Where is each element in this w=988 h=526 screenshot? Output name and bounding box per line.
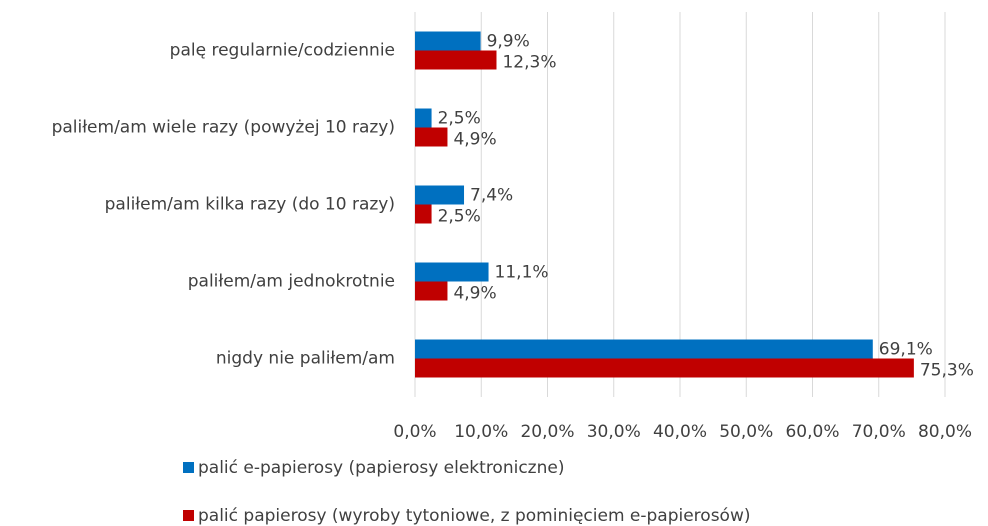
bar <box>415 108 432 128</box>
data-label: 4,9% <box>453 130 496 150</box>
legend-swatch <box>183 510 194 521</box>
y-tick-label: paliłem/am kilka razy (do 10 razy) <box>105 195 395 215</box>
data-label: 69,1% <box>879 340 933 360</box>
data-label: 2,5% <box>438 109 481 129</box>
bar <box>415 50 497 70</box>
bar <box>415 127 448 147</box>
x-tick-label: 30,0% <box>587 422 641 442</box>
data-label: 75,3% <box>920 361 974 381</box>
y-tick-label: paliłem/am jednokrotnie <box>188 272 395 292</box>
bar <box>415 339 873 359</box>
bar <box>415 31 481 51</box>
x-tick-label: 70,0% <box>852 422 906 442</box>
y-tick-label: paliłem/am wiele razy (powyżej 10 razy) <box>52 118 395 138</box>
legend-label: palić papierosy (wyroby tytoniowe, z pom… <box>198 506 751 526</box>
data-label: 9,9% <box>487 32 530 52</box>
x-tick-label: 50,0% <box>719 422 773 442</box>
y-tick-label: palę regularnie/codziennie <box>170 41 395 61</box>
bar <box>415 262 489 282</box>
legend-label: palić e-papierosy (papierosy elektronicz… <box>198 458 564 478</box>
y-tick-label: nigdy nie paliłem/am <box>216 349 395 369</box>
x-tick-label: 0,0% <box>393 422 436 442</box>
bar <box>415 204 432 224</box>
x-tick-label: 20,0% <box>520 422 574 442</box>
data-label: 11,1% <box>495 263 549 283</box>
data-label: 2,5% <box>438 207 481 227</box>
data-label: 12,3% <box>502 53 556 73</box>
bar <box>415 281 448 301</box>
x-tick-label: 80,0% <box>918 422 972 442</box>
data-label: 4,9% <box>453 284 496 304</box>
x-tick-label: 10,0% <box>454 422 508 442</box>
bar <box>415 185 465 205</box>
bar <box>415 358 914 378</box>
x-tick-label: 60,0% <box>785 422 839 442</box>
data-label: 7,4% <box>470 186 513 206</box>
x-tick-label: 40,0% <box>653 422 707 442</box>
legend-swatch <box>183 462 194 473</box>
